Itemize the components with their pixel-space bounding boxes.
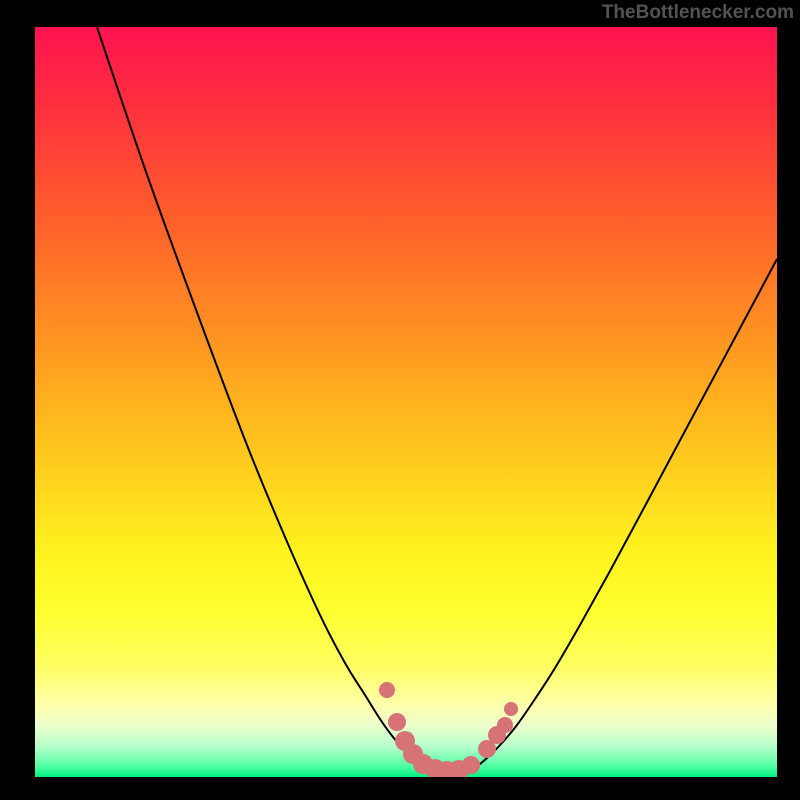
plot-svg: [35, 27, 777, 777]
curve-marker: [462, 756, 480, 774]
watermark-text: TheBottlenecker.com: [602, 2, 794, 24]
gradient-background: [35, 27, 777, 777]
curve-marker: [388, 713, 406, 731]
plot-area: [35, 27, 777, 777]
curve-marker: [497, 717, 513, 733]
curve-marker: [379, 682, 395, 698]
chart-container: TheBottlenecker.com: [0, 0, 800, 800]
curve-marker: [504, 702, 518, 716]
